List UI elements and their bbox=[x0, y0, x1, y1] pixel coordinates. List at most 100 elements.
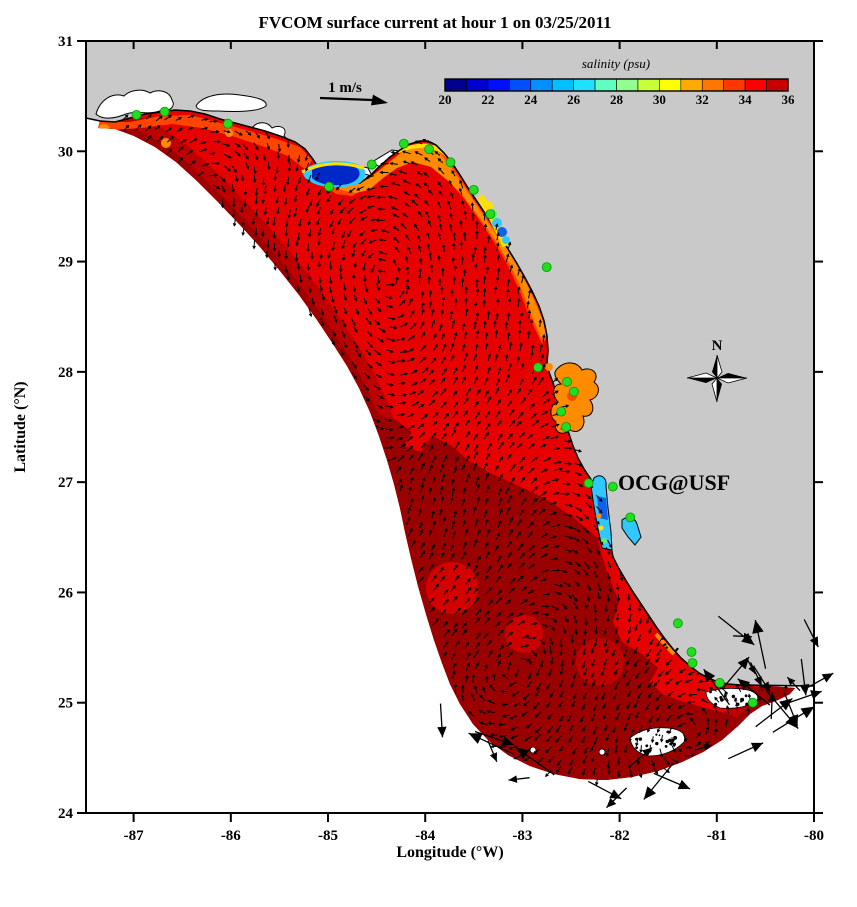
colorbar-tick-label: 20 bbox=[439, 92, 452, 107]
open-boundary-vectors bbox=[437, 615, 834, 809]
compass-arm bbox=[711, 376, 718, 403]
colorbar-tick-label: 36 bbox=[782, 92, 796, 107]
colorbar-tick-label: 32 bbox=[696, 92, 709, 107]
second-inlet bbox=[621, 516, 642, 546]
compass-arm bbox=[716, 377, 748, 384]
colorbar-segment bbox=[680, 78, 703, 92]
colorbar-segment bbox=[551, 78, 574, 92]
speckle bbox=[631, 729, 635, 733]
compass-arm bbox=[712, 355, 717, 378]
bright-patch bbox=[576, 638, 624, 686]
compass-arm bbox=[716, 354, 723, 380]
boundary-vector-head bbox=[800, 706, 815, 719]
pensacola-bay bbox=[95, 89, 174, 119]
compass-north-label: N bbox=[712, 338, 723, 354]
x-axis-label: Longitude (°W) bbox=[396, 844, 503, 861]
boundary-vector-head bbox=[501, 736, 514, 746]
colorbar-tick-label: 26 bbox=[567, 92, 581, 107]
colorbar-tick-label: 22 bbox=[481, 92, 494, 107]
colorbar-segment bbox=[723, 78, 746, 92]
colorbar-tick-label: 30 bbox=[653, 92, 666, 107]
station-dot bbox=[159, 106, 170, 117]
colorbar-title: salinity (psu) bbox=[582, 56, 650, 71]
scale-vector-shaft bbox=[319, 96, 373, 102]
station-dot bbox=[541, 262, 552, 273]
station-dot bbox=[445, 157, 456, 168]
speckle bbox=[709, 690, 712, 694]
boundary-vector-head bbox=[703, 743, 712, 751]
boundary-vector-head bbox=[821, 673, 834, 683]
colorbar-segment bbox=[594, 78, 617, 92]
panhandle-nearshore-band bbox=[98, 115, 312, 170]
station-dot bbox=[561, 422, 571, 432]
compass-arm bbox=[717, 378, 722, 402]
boundary-vector-head bbox=[741, 632, 755, 645]
speckle bbox=[672, 744, 676, 747]
boundary-vector-head bbox=[515, 747, 530, 760]
choctawhatchee-bay bbox=[195, 93, 267, 112]
station-dot bbox=[485, 209, 496, 220]
colorbar-tick-label: 24 bbox=[524, 92, 538, 107]
suwannee-plume-yellow bbox=[483, 201, 493, 211]
speckle bbox=[668, 738, 672, 742]
speckle bbox=[724, 691, 728, 695]
speckle bbox=[678, 748, 682, 753]
speckle bbox=[720, 697, 724, 702]
boundary-vector-head bbox=[737, 657, 750, 670]
boundary-vector-head bbox=[642, 747, 653, 758]
keys-shoal-west bbox=[629, 727, 686, 757]
island-speckle bbox=[696, 672, 699, 675]
colorbar-segment bbox=[744, 78, 767, 92]
coastline bbox=[85, 109, 741, 686]
boundary-vector-head bbox=[748, 665, 756, 674]
station-dot bbox=[583, 478, 594, 489]
y-axis-label: Latitude (°N) bbox=[12, 381, 29, 472]
x-tick-label: -85 bbox=[318, 828, 338, 844]
compass-rose: N bbox=[686, 338, 748, 403]
suwannee-plume-blue bbox=[497, 227, 507, 237]
boundary-vector-head bbox=[489, 752, 497, 762]
station-dot bbox=[747, 697, 758, 708]
x-tick-label: -80 bbox=[804, 828, 824, 844]
current-vector-field bbox=[121, 112, 788, 786]
station-dot bbox=[468, 184, 479, 195]
plot-border bbox=[85, 40, 815, 814]
colorbar-tick-label: 28 bbox=[610, 92, 624, 107]
station-dot bbox=[625, 512, 636, 523]
x-tick-label: -83 bbox=[512, 828, 532, 844]
x-tick-label: -87 bbox=[124, 828, 144, 844]
boundary-vector-head bbox=[799, 684, 810, 696]
x-tick-label: -81 bbox=[707, 828, 727, 844]
station-dot bbox=[673, 618, 683, 629]
colorbar-segment bbox=[530, 78, 553, 92]
boundary-vector-head bbox=[677, 779, 691, 790]
current-vectors bbox=[121, 112, 834, 809]
y-tick-label: 25 bbox=[58, 696, 73, 712]
station-dot bbox=[424, 144, 435, 155]
boundary-vector-head bbox=[703, 669, 716, 683]
colorbar-segment bbox=[573, 78, 596, 92]
station-dot bbox=[222, 118, 233, 129]
bright-coastal-strip-south bbox=[583, 470, 788, 701]
boundary-vector-head bbox=[643, 786, 657, 800]
bright-patch bbox=[505, 615, 543, 653]
x-tick-label: -86 bbox=[221, 828, 241, 844]
colorbar-segment bbox=[701, 78, 724, 92]
colorbar-segments bbox=[444, 78, 789, 92]
station-dot bbox=[607, 481, 618, 492]
speckle bbox=[635, 746, 638, 750]
nearshore-orange-spot bbox=[225, 129, 233, 137]
speckle bbox=[744, 694, 748, 698]
boundary-vector-head bbox=[754, 675, 762, 686]
colorbar-tick-label: 34 bbox=[739, 92, 753, 107]
y-tick-label: 30 bbox=[58, 144, 73, 160]
station-dot bbox=[324, 181, 334, 192]
speckle bbox=[635, 737, 638, 741]
scale-vector: 1 m/s bbox=[319, 80, 388, 106]
colorbar-segment bbox=[637, 78, 660, 92]
bright-patch bbox=[426, 562, 478, 614]
compass-arm bbox=[686, 372, 718, 379]
boundary-vector-head bbox=[761, 681, 770, 693]
colorbar-segment bbox=[509, 78, 532, 92]
y-tick-label: 29 bbox=[58, 255, 73, 271]
